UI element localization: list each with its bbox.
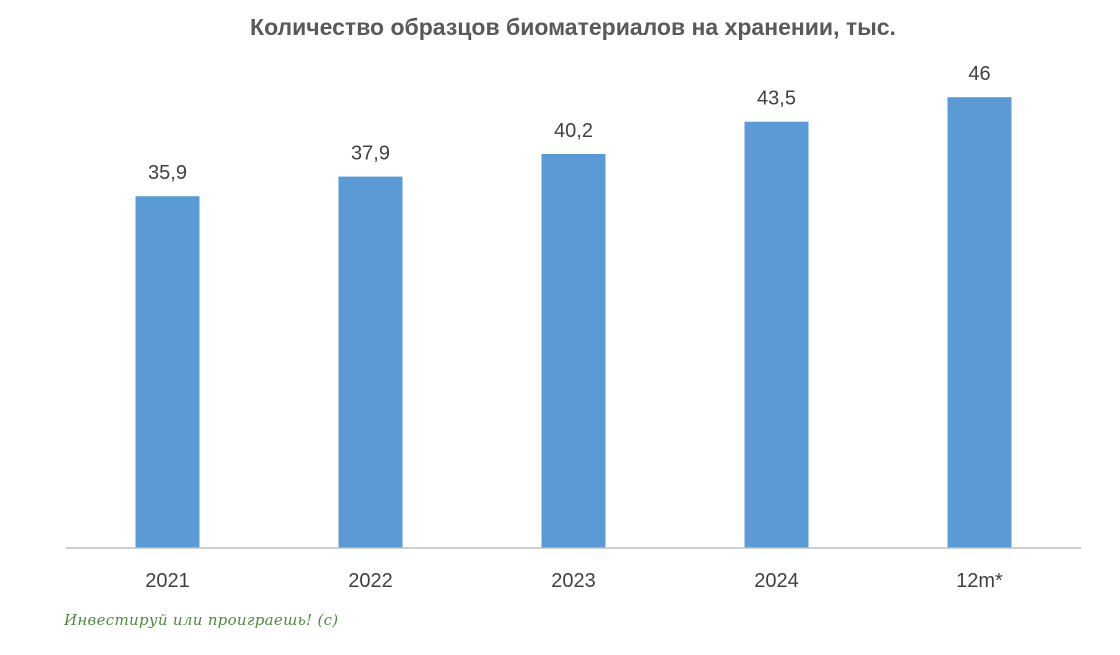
- category-labels-layer: 2021 2022 2023 2024 12m*: [145, 570, 1003, 592]
- value-labels-layer: 35,9 37,9 40,2 43,5 46: [148, 63, 991, 184]
- chart-title: Количество образцов биоматериалов на хра…: [250, 14, 896, 40]
- category-label-2024: 2024: [754, 570, 799, 592]
- value-label-2023: 40,2: [554, 120, 593, 142]
- category-label-2021: 2021: [145, 570, 190, 592]
- category-label-2023: 2023: [551, 570, 596, 592]
- value-label-2024: 43,5: [757, 88, 796, 110]
- watermark-signature: Инвестируй или проиграешь! (с): [64, 611, 339, 629]
- value-label-2022: 37,9: [351, 143, 390, 165]
- bars-layer: [135, 97, 1012, 548]
- bar-2022: [338, 176, 403, 548]
- bar-2021: [135, 196, 200, 548]
- bar-2023: [541, 154, 606, 548]
- category-label-2022: 2022: [348, 570, 393, 592]
- bar-2024: [744, 121, 809, 548]
- bar-12m*: [947, 97, 1012, 548]
- value-label-2021: 35,9: [148, 162, 187, 184]
- value-label-12m*: 46: [968, 63, 990, 85]
- category-label-12m*: 12m*: [956, 570, 1003, 592]
